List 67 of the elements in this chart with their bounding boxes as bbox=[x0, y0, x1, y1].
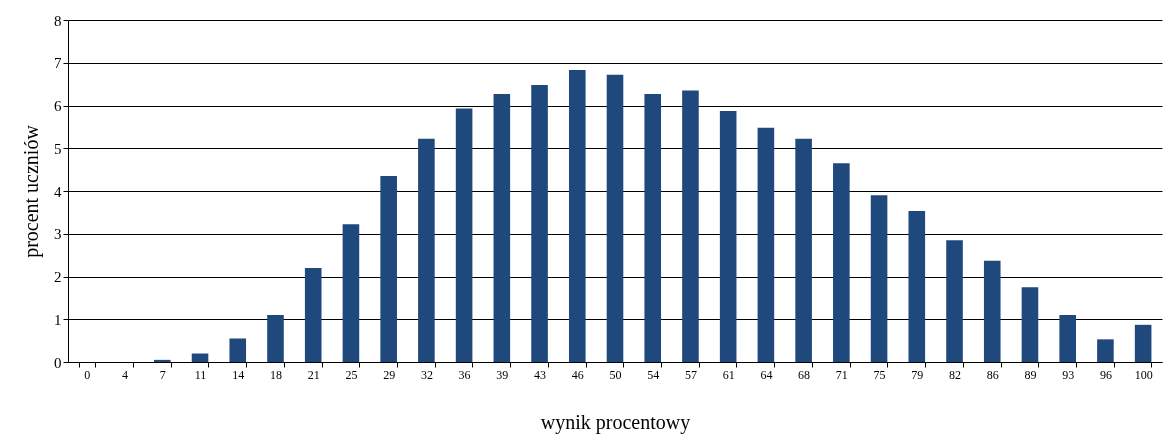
x-tick-label: 43 bbox=[534, 367, 547, 382]
bar bbox=[644, 93, 662, 362]
x-tick-label: 46 bbox=[571, 367, 584, 382]
bar bbox=[757, 127, 775, 362]
x-tick-label: 61 bbox=[722, 367, 735, 382]
x-tick-label: 79 bbox=[911, 367, 924, 382]
bar bbox=[833, 163, 850, 362]
bar bbox=[870, 195, 888, 362]
bar bbox=[606, 74, 624, 362]
y-tick-label: 2 bbox=[54, 269, 62, 285]
bar bbox=[1097, 339, 1114, 362]
x-tick-label: 11 bbox=[194, 367, 207, 382]
bar bbox=[493, 93, 511, 362]
bar bbox=[380, 176, 397, 362]
bar bbox=[304, 267, 322, 362]
bar bbox=[946, 240, 963, 362]
x-tick-label: 86 bbox=[986, 367, 999, 382]
x-tick-label: 29 bbox=[383, 367, 396, 382]
x-tick-label: 96 bbox=[1099, 367, 1112, 382]
y-tick-label: 4 bbox=[54, 183, 62, 200]
bar bbox=[267, 314, 284, 362]
bar bbox=[568, 70, 586, 362]
x-axis-title: wynik procentowy bbox=[540, 410, 691, 434]
x-tick-label: 54 bbox=[647, 367, 660, 382]
x-tick-label: 25 bbox=[345, 367, 358, 382]
x-tick-label: 0 bbox=[84, 367, 91, 382]
x-tick-label: 14 bbox=[232, 367, 245, 382]
x-tick-label: 82 bbox=[949, 367, 962, 382]
y-tick-label: 1 bbox=[54, 311, 62, 328]
x-tick-label: 100 bbox=[1134, 367, 1153, 382]
bar bbox=[229, 338, 247, 362]
bar bbox=[1021, 287, 1039, 362]
x-tick-label: 93 bbox=[1062, 367, 1075, 382]
x-tick-label: 75 bbox=[873, 367, 886, 382]
x-tick-label: 32 bbox=[420, 367, 433, 382]
y-axis-title: procent uczniów bbox=[20, 124, 43, 258]
bar bbox=[983, 260, 1001, 362]
bar bbox=[418, 138, 435, 362]
x-tick-label: 18 bbox=[269, 367, 282, 382]
bar bbox=[1134, 324, 1152, 362]
bar bbox=[795, 138, 812, 362]
x-tick-label: 21 bbox=[307, 367, 320, 382]
y-tick-label: 0 bbox=[54, 354, 62, 371]
y-tick-label: 5 bbox=[54, 140, 62, 157]
y-tick-label: 8 bbox=[54, 12, 62, 29]
x-tick-label: 71 bbox=[835, 367, 848, 382]
bar bbox=[342, 224, 360, 362]
bar bbox=[455, 108, 473, 362]
bar bbox=[191, 353, 209, 362]
x-tick-label: 68 bbox=[798, 367, 811, 382]
bar bbox=[154, 359, 171, 362]
x-tick-label: 36 bbox=[458, 367, 471, 382]
y-tick-label: 6 bbox=[54, 98, 62, 114]
bar bbox=[719, 111, 737, 362]
x-tick-label: 64 bbox=[760, 367, 773, 382]
y-tick-label: 3 bbox=[54, 226, 62, 243]
x-tick-label: 89 bbox=[1024, 367, 1037, 382]
bar bbox=[908, 211, 926, 362]
bar bbox=[531, 84, 548, 362]
x-tick-label: 4 bbox=[122, 367, 129, 382]
x-tick-label: 57 bbox=[684, 367, 697, 382]
x-tick-label: 50 bbox=[609, 367, 622, 382]
bar bbox=[1059, 314, 1076, 362]
x-tick-label: 39 bbox=[496, 367, 509, 382]
x-tick-label: 7 bbox=[159, 367, 166, 382]
y-tick-label: 7 bbox=[54, 55, 62, 72]
bar bbox=[682, 90, 699, 362]
